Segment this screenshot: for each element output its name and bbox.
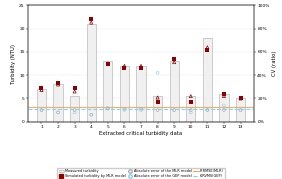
Point: [105, 106, 110, 109]
Point: [122, 64, 127, 67]
Point: [105, 63, 110, 66]
Point: [72, 109, 77, 112]
Point: [205, 109, 210, 112]
Point: [56, 82, 60, 84]
Bar: [186, 96, 195, 122]
Point: [155, 96, 160, 99]
X-axis label: Extracted critical turbidity data: Extracted critical turbidity data: [100, 131, 182, 136]
Point: [172, 61, 177, 64]
Point: [139, 107, 143, 110]
Point: [39, 109, 44, 112]
Legend: Measured turbidity, Simulated turbidity by MLR model, Simulated turbidity by GEP: Measured turbidity, Simulated turbidity …: [57, 168, 225, 179]
Point: [172, 109, 177, 112]
Point: [188, 100, 193, 103]
Bar: [153, 96, 162, 122]
Bar: [169, 61, 179, 122]
Point: [238, 97, 243, 100]
Point: [188, 109, 193, 112]
Point: [139, 67, 143, 70]
Point: [122, 109, 127, 112]
Bar: [37, 89, 46, 122]
Point: [72, 90, 77, 93]
Point: [122, 107, 127, 110]
Point: [155, 71, 160, 74]
Point: [205, 109, 210, 112]
Point: [222, 95, 226, 98]
Point: [222, 104, 226, 107]
Bar: [103, 61, 113, 122]
Point: [39, 89, 44, 91]
Point: [72, 111, 77, 114]
Point: [205, 46, 210, 49]
Point: [89, 21, 94, 24]
Bar: [219, 94, 228, 122]
Y-axis label: Turbidity (NTU): Turbidity (NTU): [11, 43, 16, 84]
Point: [105, 62, 110, 65]
Point: [238, 109, 243, 112]
Point: [139, 64, 143, 67]
Point: [172, 57, 177, 60]
Point: [155, 101, 160, 104]
Point: [139, 109, 143, 112]
Bar: [136, 66, 146, 122]
Point: [155, 109, 160, 112]
Point: [172, 109, 177, 112]
Point: [89, 113, 94, 116]
Point: [222, 109, 226, 112]
Point: [122, 67, 127, 70]
Point: [89, 18, 94, 21]
Bar: [54, 84, 63, 122]
Point: [56, 111, 60, 114]
Bar: [120, 66, 129, 122]
Point: [205, 48, 210, 51]
Point: [188, 95, 193, 98]
Bar: [70, 96, 79, 122]
Point: [89, 113, 94, 116]
Bar: [203, 38, 212, 122]
Point: [188, 111, 193, 114]
Point: [56, 111, 60, 114]
Y-axis label: CV (ratio): CV (ratio): [272, 51, 277, 76]
Point: [56, 83, 60, 86]
Point: [222, 92, 226, 95]
Point: [39, 87, 44, 90]
Point: [105, 107, 110, 110]
Point: [238, 109, 243, 112]
Point: [72, 86, 77, 89]
Bar: [87, 24, 96, 122]
Point: [39, 109, 44, 112]
Bar: [236, 98, 245, 122]
Point: [238, 97, 243, 100]
